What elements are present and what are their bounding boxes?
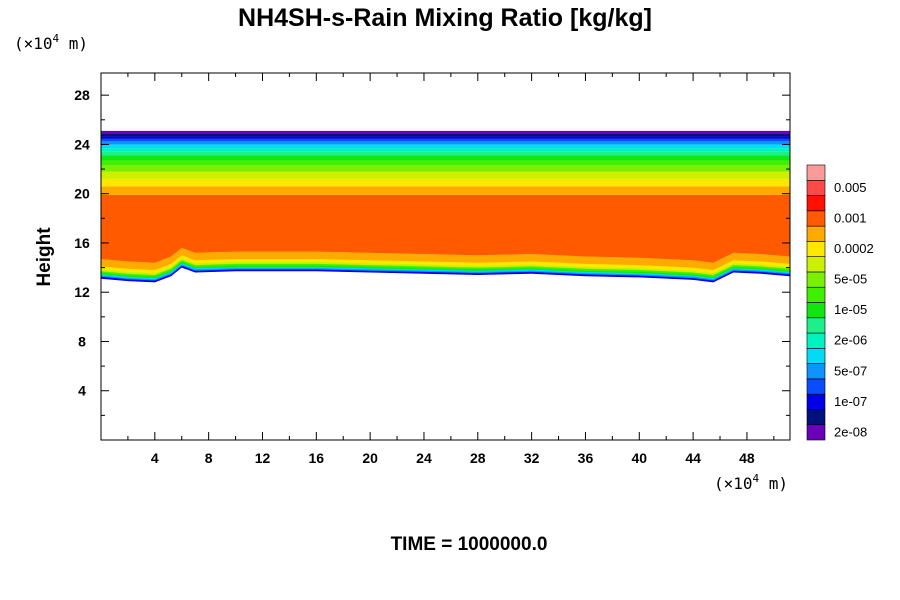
colorbar-swatch (806, 225, 826, 242)
colorbar-swatch (806, 378, 826, 395)
colorbar-swatch (806, 179, 826, 196)
y-tick-label: 24 (74, 136, 90, 152)
x-tick-label: 40 (631, 450, 647, 466)
colorbar-label: 5e-05 (834, 272, 867, 287)
colorbar-label: 2e-06 (834, 333, 867, 348)
contour-upper-band-5 (101, 155, 790, 161)
colorbar-swatch (806, 348, 826, 364)
y-tick-label: 8 (78, 333, 86, 349)
colorbar-swatch (806, 164, 826, 181)
colorbar-swatch (806, 317, 826, 334)
colorbar-label: 2e-08 (834, 424, 867, 439)
x-unit-exponent: 4 (753, 472, 760, 485)
contour-upper-band-7 (101, 148, 790, 152)
colorbar-swatch (806, 286, 826, 303)
x-tick-label: 4 (151, 450, 159, 466)
colorbar-swatch (806, 241, 826, 257)
contour-lower-band-0 (101, 247, 790, 270)
contour-upper-band-2 (101, 171, 790, 179)
plot-border (100, 72, 791, 441)
x-tick-label: 8 (205, 450, 213, 466)
contour-upper-band-4 (101, 160, 790, 166)
colorbar-swatch (806, 195, 826, 212)
colorbar-swatch (806, 210, 826, 227)
colorbar: 2e-08 1e-07 5e-07 2e-06 1e-05 5e-05 0.0002 0.00… (806, 164, 874, 441)
colorbar-swatch (806, 302, 826, 319)
colorbar-swatch (806, 332, 826, 349)
time-label: TIME = 1000000.0 (391, 534, 548, 555)
plot-frame (100, 72, 791, 441)
y-axis-label: Height (34, 227, 55, 287)
colorbar-swatch (806, 409, 826, 426)
contour-upper-band-13 (101, 130, 790, 134)
x-tick-label: 12 (255, 450, 271, 466)
colorbar-label: 0.001 (834, 210, 867, 225)
y-tick-label: 28 (74, 87, 90, 103)
chart-title: NH4SH-s-Rain Mixing Ratio [kg/kg] (238, 4, 652, 32)
x-tick-label: 16 (309, 450, 325, 466)
contour-main-region (101, 194, 790, 263)
x-tick-label: 28 (470, 450, 486, 466)
y-unit-exponent: 4 (53, 32, 60, 45)
colorbar-label: 5e-07 (834, 363, 867, 378)
x-unit-prefix: (×10 (714, 474, 753, 493)
colorbar-label: 1e-07 (834, 394, 867, 409)
y-tick-label: 4 (78, 383, 86, 399)
x-tick-label: 48 (739, 450, 755, 466)
x-tick-label: 32 (524, 450, 540, 466)
colorbar-swatch (806, 424, 826, 441)
colorbar-label: 1e-05 (834, 302, 867, 317)
colorbar-swatch (806, 393, 826, 410)
x-tick-label: 44 (685, 450, 701, 466)
contour-upper-band-10 (101, 138, 790, 142)
colorbar-label: 0.0002 (834, 241, 874, 256)
contour-upper-band-11 (101, 136, 790, 139)
y-unit-prefix: (×10 (14, 34, 53, 53)
colorbar-swatch (806, 363, 826, 380)
colorbar-swatch (806, 271, 826, 288)
contour-upper-band-3 (101, 165, 790, 172)
x-unit-suffix: m) (759, 474, 788, 493)
y-tick-label: 16 (74, 235, 90, 251)
x-axis-ticks: 4 8 12 16 20 24 28 32 36 40 44 48 (127, 73, 775, 466)
colorbar-swatch (806, 256, 826, 273)
contour-upper-band-9 (101, 141, 790, 145)
y-axis-ticks: 4 8 12 16 20 24 28 (74, 87, 790, 416)
x-tick-label: 24 (416, 450, 432, 466)
contour-upper-band-8 (101, 144, 790, 149)
contour-upper-band-6 (101, 151, 790, 156)
x-tick-label: 36 (578, 450, 594, 466)
y-tick-label: 12 (74, 284, 90, 300)
x-axis-unit: (×104 m) (714, 472, 788, 493)
contour-upper-band-12 (101, 133, 790, 137)
contour-field (101, 130, 790, 283)
contour-upper-band-0 (101, 186, 790, 195)
colorbar-label: 0.005 (834, 180, 867, 195)
y-axis-unit: (×104 m) (14, 32, 88, 53)
x-tick-label: 20 (362, 450, 378, 466)
y-tick-label: 20 (74, 186, 90, 202)
contour-upper-band-1 (101, 178, 790, 187)
y-unit-suffix: m) (59, 34, 88, 53)
